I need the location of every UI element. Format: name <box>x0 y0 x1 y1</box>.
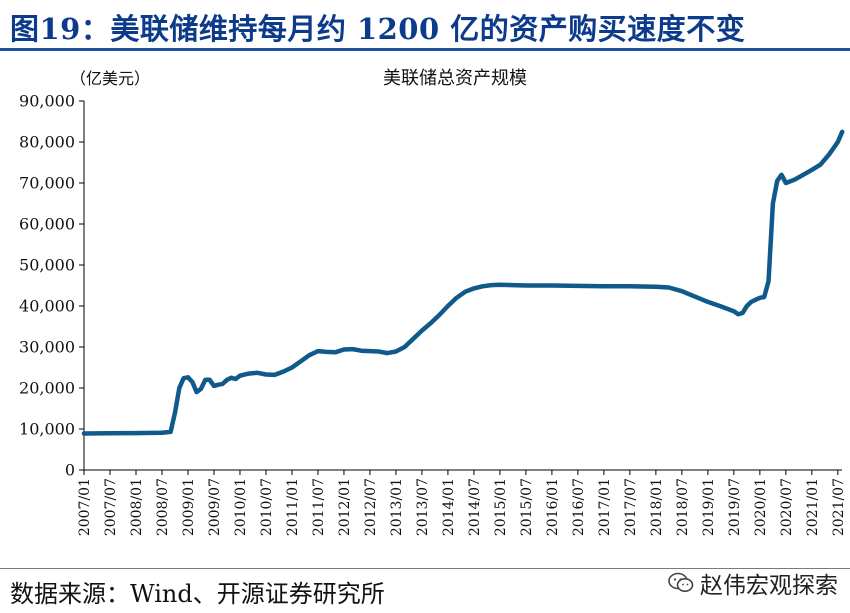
x-tick-label: 2012/07 <box>363 478 379 536</box>
x-tick-label: 2009/01 <box>181 478 197 536</box>
x-tick-label: 2020/01 <box>753 478 769 536</box>
x-tick-label: 2016/07 <box>571 478 587 536</box>
y-tick-label: 60,000 <box>19 215 75 234</box>
y-tick-label: 50,000 <box>19 256 75 275</box>
x-tick-label: 2016/01 <box>545 478 561 536</box>
y-tick-label: 90,000 <box>19 92 75 111</box>
x-tick-label: 2021/01 <box>805 478 821 536</box>
y-tick-label: 40,000 <box>19 297 75 316</box>
x-tick-label: 2020/07 <box>779 478 795 536</box>
series-line-0 <box>81 129 845 436</box>
x-tick-label: 2018/07 <box>675 478 691 536</box>
x-tick-label: 2018/01 <box>649 478 665 536</box>
y-tick-label: 80,000 <box>19 133 75 152</box>
x-tick-label: 2017/07 <box>623 478 639 536</box>
x-tick-label: 2007/07 <box>103 478 119 536</box>
x-tick-label: 2012/01 <box>337 478 353 536</box>
y-tick-label: 70,000 <box>19 174 75 193</box>
x-tick-label: 2014/01 <box>441 478 457 536</box>
x-tick-label: 2021/07 <box>831 478 847 536</box>
figure-title: 图19：美联储维持每月约 1200 亿的资产购买速度不变 <box>10 12 746 46</box>
y-tick-label: 30,000 <box>19 338 75 357</box>
chart-axes <box>83 101 842 471</box>
y-tick-label: 20,000 <box>19 379 75 398</box>
watermark-text: 赵伟宏观探索 <box>700 573 838 599</box>
y-tick-label: 0 <box>65 461 75 480</box>
x-tick-label: 2015/07 <box>519 478 535 536</box>
footer-divider <box>0 568 850 569</box>
title-underline <box>0 48 850 51</box>
y-axis-unit-label: （亿美元） <box>70 69 150 88</box>
figure-header: 图19：美联储维持每月约 1200 亿的资产购买速度不变 <box>0 0 850 52</box>
x-tick-label: 2011/01 <box>285 478 301 536</box>
x-axis-ticks: 2007/01 2007/07 2008/01 2008/07 2009/01 2009/… <box>77 470 847 536</box>
x-tick-label: 2008/01 <box>129 478 145 536</box>
x-tick-label: 2015/01 <box>493 478 509 536</box>
x-tick-label: 2007/01 <box>77 478 93 536</box>
x-tick-label: 2017/01 <box>597 478 613 536</box>
x-tick-label: 2009/07 <box>207 478 223 536</box>
y-axis-ticks: 0 10,000 20,000 30,000 40,000 50,000 60,000 70,… <box>19 92 84 480</box>
x-tick-label: 2010/01 <box>233 478 249 536</box>
y-tick-label: 10,000 <box>19 420 75 439</box>
x-tick-label: 2014/07 <box>467 478 483 536</box>
wechat-logo-icon <box>668 572 694 592</box>
x-tick-label: 2019/07 <box>727 478 743 536</box>
x-tick-label: 2010/07 <box>259 478 275 536</box>
x-tick-label: 2013/07 <box>415 478 431 536</box>
watermark: 赵伟宏观探索 <box>668 566 838 600</box>
x-tick-label: 2019/01 <box>701 478 717 536</box>
chart-title: 美联储总资产规模 <box>383 68 527 89</box>
x-tick-label: 2011/07 <box>311 478 327 536</box>
x-tick-label: 2013/01 <box>389 478 405 536</box>
source-note: 数据来源：Wind、开源证券研究所 <box>10 580 385 608</box>
series-group <box>81 129 845 436</box>
total-assets-line-chart: 美联储总资产规模 （亿美元） 0 10,000 20,000 30,000 40,000… <box>19 68 847 536</box>
x-tick-label: 2008/07 <box>155 478 171 536</box>
